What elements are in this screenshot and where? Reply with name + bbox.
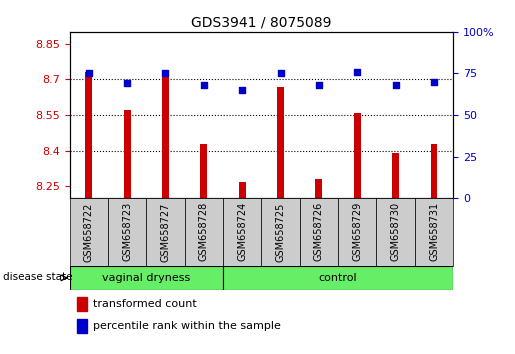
Bar	[338, 198, 376, 266]
Bar	[223, 266, 453, 290]
Point	[123, 81, 131, 86]
Text: GSM658731: GSM658731	[429, 202, 439, 262]
Bar	[85, 72, 92, 198]
Text: GSM658725: GSM658725	[276, 202, 285, 262]
Bar	[239, 182, 246, 198]
Bar	[300, 198, 338, 266]
Point	[277, 71, 285, 76]
Bar	[316, 179, 322, 198]
Text: transformed count: transformed count	[93, 299, 196, 309]
Bar	[261, 198, 300, 266]
Text: vaginal dryness: vaginal dryness	[102, 273, 191, 283]
Text: GSM658727: GSM658727	[161, 202, 170, 262]
Bar	[184, 198, 223, 266]
Text: GSM658722: GSM658722	[84, 202, 94, 262]
Point	[161, 71, 169, 76]
Bar	[376, 198, 415, 266]
Text: GSM658730: GSM658730	[391, 202, 401, 262]
Bar	[415, 198, 453, 266]
Point	[315, 82, 323, 88]
Bar	[70, 266, 223, 290]
Bar	[124, 110, 130, 198]
Text: GSM658728: GSM658728	[199, 202, 209, 262]
Text: GSM658729: GSM658729	[352, 202, 362, 262]
Text: disease state: disease state	[4, 272, 73, 282]
Bar	[70, 198, 108, 266]
Title: GDS3941 / 8075089: GDS3941 / 8075089	[191, 15, 332, 29]
Point	[84, 71, 93, 76]
Bar	[108, 198, 146, 266]
Bar	[146, 198, 184, 266]
Bar	[162, 72, 169, 198]
Point	[353, 69, 362, 75]
Text: GSM658726: GSM658726	[314, 202, 324, 262]
Point	[238, 87, 246, 93]
Bar	[223, 198, 261, 266]
Bar	[277, 86, 284, 198]
Text: control: control	[319, 273, 357, 283]
Point	[200, 82, 208, 88]
Text: percentile rank within the sample: percentile rank within the sample	[93, 321, 281, 331]
Text: GSM658724: GSM658724	[237, 202, 247, 262]
Point	[430, 79, 438, 85]
Point	[391, 82, 400, 88]
Text: GSM658723: GSM658723	[122, 202, 132, 262]
Bar	[354, 113, 360, 198]
Bar	[200, 144, 207, 198]
Bar	[392, 153, 399, 198]
Bar	[77, 319, 87, 333]
Bar	[431, 144, 437, 198]
Bar	[77, 297, 87, 311]
